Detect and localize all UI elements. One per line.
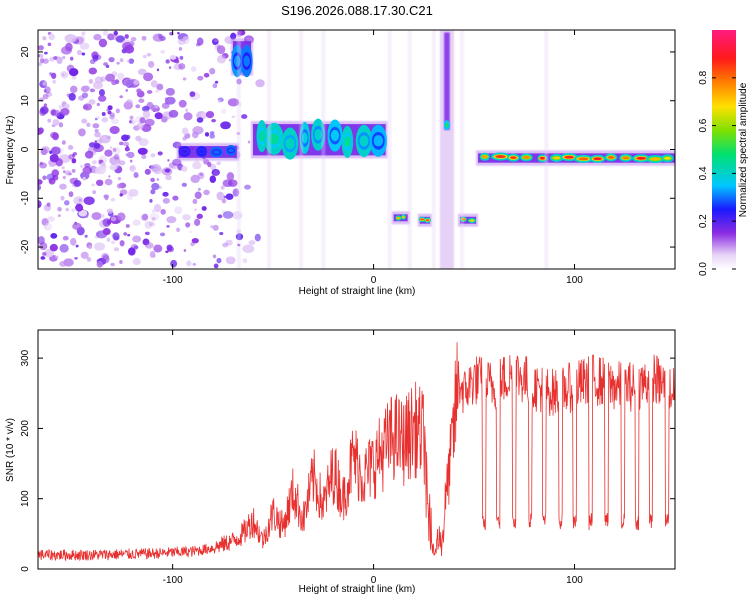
spectrogram-streak-7	[459, 30, 464, 269]
spectrogram-streak-3	[321, 30, 326, 269]
spectrogram-streak-1	[267, 30, 272, 269]
colorbar-tick-label-4: 0.8	[698, 70, 709, 84]
spectrogram-feature-segment-neg14-a	[391, 211, 410, 225]
snr-y-axis-label: SNR (10 * v/v)	[5, 418, 16, 482]
snr-y-tick-label-1: 100	[20, 490, 31, 507]
snr-y-tick-label-3: 300	[20, 349, 31, 366]
spectrogram-x-tick-label-2: 100	[566, 275, 583, 286]
colorbar: 0.0 0.2 0.4 0.6 0.8 Normalized spectral ampl…	[698, 30, 749, 276]
colorbar-tick-label-1: 0.2	[698, 214, 709, 228]
spectrogram-x-tick-label-0: -100	[163, 275, 183, 286]
spectrogram-y-tick-label-3: 10	[20, 95, 31, 107]
colorbar-tick-label-0: 0.0	[698, 262, 709, 276]
snr-y-tick-label-0: 0	[20, 566, 31, 572]
colorbar-ticks: 0.0 0.2 0.4 0.6 0.8	[698, 70, 736, 276]
spectrogram-streak-5	[407, 30, 412, 269]
spectrogram-feature-band-right	[476, 150, 675, 166]
spectrogram-y-tick-label-0: -20	[20, 239, 31, 254]
spectrogram-y-tick-label-4: 20	[20, 46, 31, 58]
colorbar-label: Normalized spectral amplitude	[738, 82, 749, 217]
snr-frame	[37, 329, 676, 570]
spectrogram-y-ticks: -20 -10 0 10 20	[20, 46, 675, 254]
spectrogram-feature-blob-20hz	[230, 38, 254, 78]
snr-series-line	[38, 342, 675, 562]
snr-x-tick-label-2: 100	[566, 575, 583, 586]
spectrogram-feature-segment-neg14-b	[417, 213, 432, 227]
spectrogram-x-ticks: -100 0 100	[163, 30, 583, 286]
spectrogram-y-axis-label: Frequency (Hz)	[5, 116, 16, 185]
colorbar-gradient	[712, 30, 736, 269]
colorbar-tick-label-3: 0.6	[698, 118, 709, 132]
spectrogram-streak-6	[431, 30, 436, 269]
spectrogram-y-tick-label-2: 0	[20, 146, 31, 152]
snr-y-tick-label-2: 200	[20, 420, 31, 437]
spectrogram-x-tick-label-1: 0	[371, 275, 377, 286]
figure-title: S196.2026.088.17.30.C21	[281, 3, 433, 18]
snr-x-tick-label-0: -100	[163, 575, 183, 586]
snr-x-axis-label: Height of straight line (km)	[299, 584, 416, 595]
snr-line-layer	[38, 342, 675, 562]
spectrogram-feature-plume-37km	[439, 30, 454, 269]
spectrogram-image	[38, 30, 675, 269]
colorbar-tick-label-2: 0.4	[698, 166, 709, 180]
snr-x-tick-label-1: 0	[371, 575, 377, 586]
snr-x-ticks: -100 0 100	[163, 330, 583, 586]
spectrogram-feature-band-left	[176, 143, 239, 161]
spectrogram-streak-8	[544, 30, 549, 269]
spectrogram-streak-0	[236, 30, 241, 269]
spectrogram-x-axis-label: Height of straight line (km)	[299, 286, 416, 297]
spectrogram-streak-4	[387, 30, 392, 269]
snr-y-ticks: 0 100 200 300	[20, 349, 675, 572]
spectrogram-feature-band-mid	[251, 118, 388, 160]
snr-panel: -100 0 100 0 100 200 300 Height of straight l…	[5, 329, 676, 595]
spectrogram-streak-2	[299, 30, 304, 269]
spectrogram-y-tick-label-1: -10	[20, 191, 31, 206]
